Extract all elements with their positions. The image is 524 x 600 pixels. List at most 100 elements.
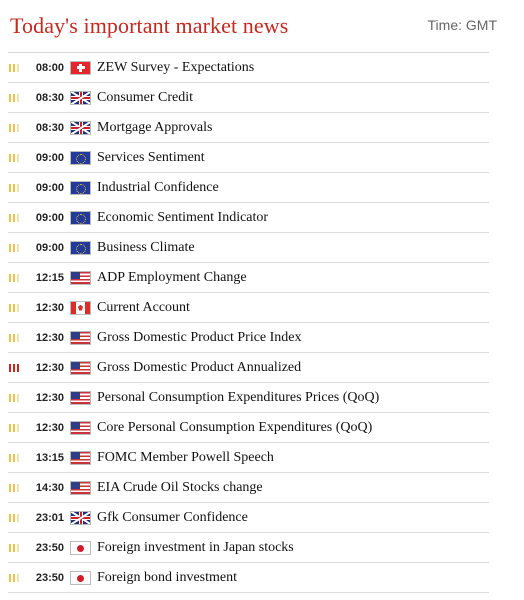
event-row[interactable]: 08:30 Consumer Credit xyxy=(8,83,489,113)
importance-bar xyxy=(13,213,15,222)
timezone-label: Time: GMT xyxy=(427,17,497,33)
event-name[interactable]: Personal Consumption Expenditures Prices… xyxy=(97,389,380,405)
importance-bar xyxy=(17,573,19,582)
event-name[interactable]: Gross Domestic Product Price Index xyxy=(97,329,302,345)
widget-header: Today's important market news Time: GMT xyxy=(8,0,497,53)
importance-bar xyxy=(17,453,19,462)
importance-bar xyxy=(13,483,15,492)
event-row[interactable]: 12:30 Gross Domestic Product Price Index xyxy=(8,323,489,353)
event-time: 23:50 xyxy=(35,541,64,554)
eu-flag-icon xyxy=(70,210,91,225)
event-name[interactable]: Consumer Credit xyxy=(97,89,194,105)
event-name[interactable]: Foreign investment in Japan stocks xyxy=(97,539,294,555)
importance-bar xyxy=(9,63,11,72)
medium-importance-icon xyxy=(9,513,21,522)
event-name[interactable]: Current Account xyxy=(97,299,190,315)
importance-bar xyxy=(13,333,15,342)
importance-bar xyxy=(13,543,15,552)
event-name[interactable]: ADP Employment Change xyxy=(97,269,247,285)
medium-importance-icon xyxy=(9,153,21,162)
event-name[interactable]: FOMC Member Powell Speech xyxy=(97,449,274,465)
us-flag-icon xyxy=(70,420,91,435)
widget-title: Today's important market news xyxy=(10,13,289,38)
medium-importance-icon xyxy=(9,543,21,552)
importance-bar xyxy=(17,183,19,192)
importance-bar xyxy=(17,123,19,132)
event-time: 13:15 xyxy=(35,451,64,464)
event-time: 14:30 xyxy=(35,481,64,494)
medium-importance-icon xyxy=(9,483,21,492)
event-name[interactable]: Services Sentiment xyxy=(97,149,205,165)
event-row[interactable]: 23:01 Gfk Consumer Confidence xyxy=(8,503,489,533)
event-row[interactable]: 08:00 ZEW Survey - Expectations xyxy=(8,53,489,83)
event-time: 12:30 xyxy=(35,361,64,374)
event-time: 09:00 xyxy=(35,241,64,254)
medium-importance-icon xyxy=(9,453,21,462)
importance-bar xyxy=(17,303,19,312)
event-name[interactable]: Gross Domestic Product Annualized xyxy=(97,359,302,375)
importance-bar xyxy=(17,423,19,432)
event-name[interactable]: Gfk Consumer Confidence xyxy=(97,509,248,525)
event-row[interactable]: 12:30 Current Account xyxy=(8,293,489,323)
importance-bar xyxy=(17,243,19,252)
importance-bar xyxy=(17,483,19,492)
event-name[interactable]: Economic Sentiment Indicator xyxy=(97,209,269,225)
switzerland-flag-icon xyxy=(70,60,91,75)
importance-bar xyxy=(17,513,19,522)
event-name[interactable]: Foreign bond investment xyxy=(97,569,237,585)
medium-importance-icon xyxy=(9,243,21,252)
event-time: 12:15 xyxy=(35,271,64,284)
medium-importance-icon xyxy=(9,123,21,132)
importance-bar xyxy=(9,333,11,342)
medium-importance-icon xyxy=(9,93,21,102)
us-flag-icon xyxy=(70,450,91,465)
uk-flag-icon xyxy=(70,90,91,105)
medium-importance-icon xyxy=(9,303,21,312)
high-importance-icon xyxy=(9,363,21,372)
us-flag-icon xyxy=(70,360,91,375)
importance-bar xyxy=(9,243,11,252)
importance-bar xyxy=(13,243,15,252)
importance-bar xyxy=(13,63,15,72)
event-name[interactable]: Mortgage Approvals xyxy=(97,119,213,135)
event-row[interactable]: 09:00 Industrial Confidence xyxy=(8,173,489,203)
importance-bar xyxy=(13,513,15,522)
event-row[interactable]: 09:00 Economic Sentiment Indicator xyxy=(8,203,489,233)
event-row[interactable]: 09:00 Services Sentiment xyxy=(8,143,489,173)
event-row[interactable]: 13:15 FOMC Member Powell Speech xyxy=(8,443,489,473)
event-name[interactable]: Business Climate xyxy=(97,239,195,255)
event-list: 08:00 ZEW Survey - Expectations 08:30 Consu… xyxy=(8,53,489,593)
event-row[interactable]: 08:30 Mortgage Approvals xyxy=(8,113,489,143)
importance-bar xyxy=(13,123,15,132)
event-row[interactable]: 12:15 ADP Employment Change xyxy=(8,263,489,293)
eu-flag-icon xyxy=(70,180,91,195)
event-row[interactable]: 23:50 Foreign bond investment xyxy=(8,563,489,593)
importance-bar xyxy=(9,393,11,402)
medium-importance-icon xyxy=(9,333,21,342)
importance-bar xyxy=(17,213,19,222)
event-time: 23:01 xyxy=(35,511,64,524)
event-time: 08:30 xyxy=(35,91,64,104)
event-row[interactable]: 09:00 Business Climate xyxy=(8,233,489,263)
medium-importance-icon xyxy=(9,273,21,282)
event-row[interactable]: 14:30 EIA Crude Oil Stocks change xyxy=(8,473,489,503)
event-name[interactable]: ZEW Survey - Expectations xyxy=(97,59,255,75)
event-name[interactable]: Industrial Confidence xyxy=(97,179,219,195)
importance-bar xyxy=(9,153,11,162)
event-time: 09:00 xyxy=(35,151,64,164)
importance-bar xyxy=(9,303,11,312)
uk-flag-icon xyxy=(70,510,91,525)
importance-bar xyxy=(9,273,11,282)
event-time: 12:30 xyxy=(35,301,64,314)
event-row[interactable]: 23:50 Foreign investment in Japan stocks xyxy=(8,533,489,563)
event-name[interactable]: EIA Crude Oil Stocks change xyxy=(97,479,263,495)
event-row[interactable]: 12:30 Personal Consumption Expenditures P… xyxy=(8,383,489,413)
event-time: 08:00 xyxy=(35,61,64,74)
event-name[interactable]: Core Personal Consumption Expenditures (… xyxy=(97,419,373,435)
event-row[interactable]: 12:30 Core Personal Consumption Expenditu… xyxy=(8,413,489,443)
event-row[interactable]: 12:30 Gross Domestic Product Annualized xyxy=(8,353,489,383)
importance-bar xyxy=(13,93,15,102)
uk-flag-icon xyxy=(70,120,91,135)
us-flag-icon xyxy=(70,270,91,285)
canada-flag-icon xyxy=(70,300,91,315)
